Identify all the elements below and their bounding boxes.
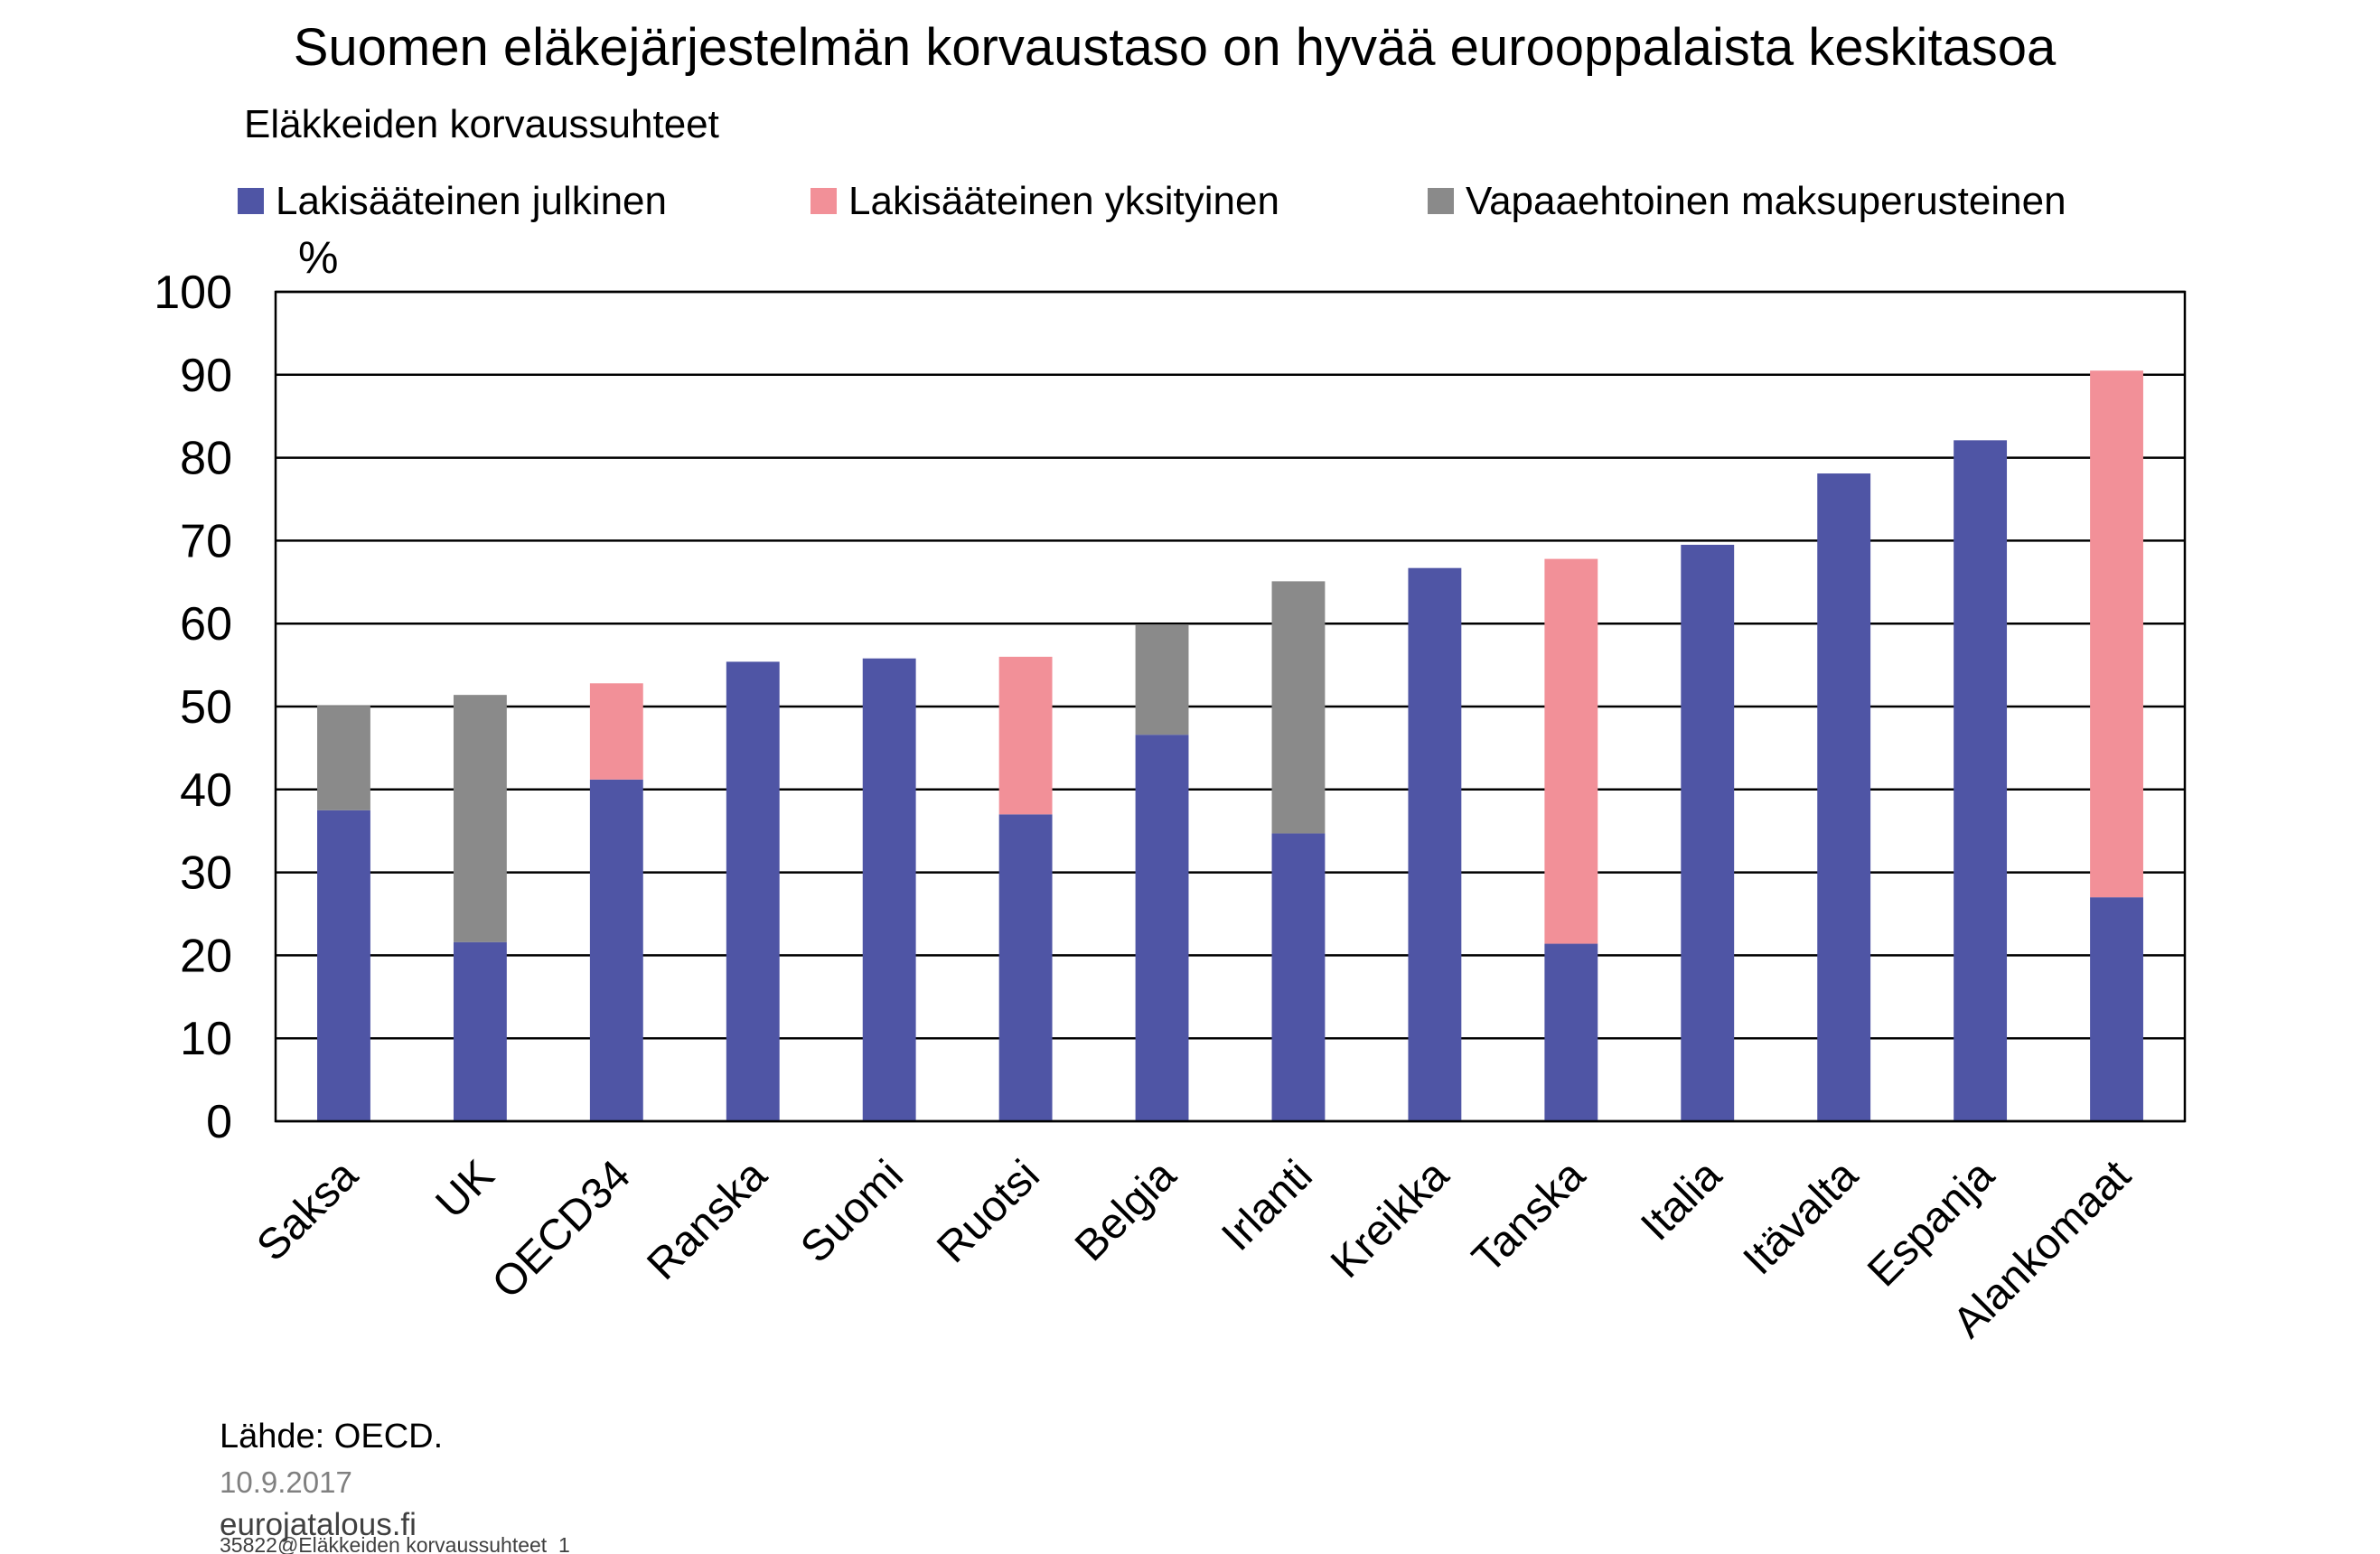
bar-segment: [862, 658, 916, 1121]
y-axis-ticks: 0 10 20 30 40 50 60 70 80 90 100: [154, 267, 232, 1148]
x-tick-label: OECD34: [483, 1151, 640, 1307]
x-tick-label: Kreikka: [1322, 1151, 1458, 1287]
y-tick-label: 70: [180, 515, 232, 567]
source-note: Lähde: OECD.: [220, 1418, 443, 1456]
x-tick-label: Tanska: [1464, 1151, 1595, 1282]
legend-label: Lakisääteinen julkinen: [276, 179, 667, 223]
bar-segment: [1681, 544, 1735, 1121]
legend-swatch: [811, 188, 837, 214]
bar-segment: [453, 695, 507, 942]
bar-segment: [2090, 897, 2143, 1121]
legend-label: Vapaaehtoinen maksuperusteinen: [1466, 179, 2066, 223]
bar-segment: [1408, 567, 1462, 1121]
y-tick-label: 60: [180, 598, 232, 651]
x-tick-label: Suomi: [792, 1151, 913, 1272]
x-tick-label: Italia: [1632, 1151, 1730, 1250]
chart-title: Suomen eläkejärjestelmän korvaustaso on …: [294, 18, 2057, 77]
bar-segment: [1544, 943, 1598, 1121]
bar-segment: [1817, 473, 1871, 1121]
bar-segment: [317, 706, 370, 810]
bar-segment: [1954, 440, 2008, 1121]
chart-code: 35822@Eläkkeiden korvaussuhteet_1: [220, 1533, 570, 1554]
bar-segment: [726, 661, 780, 1121]
legend: Lakisääteinen julkinen Lakisääteinen yksi…: [238, 179, 2066, 223]
legend-swatch: [1428, 188, 1454, 214]
plot-frame: [274, 290, 2187, 1123]
bar-segment: [2090, 370, 2143, 898]
bar-segment: [453, 941, 507, 1121]
bar-segment: [998, 814, 1053, 1121]
x-tick-label: Saksa: [248, 1151, 367, 1270]
y-tick-label: 40: [180, 764, 232, 817]
legend-label: Lakisääteinen yksityinen: [848, 179, 1279, 223]
y-axis-unit: %: [298, 232, 338, 283]
bar-segment: [317, 810, 370, 1121]
y-tick-label: 10: [180, 1013, 232, 1065]
date-label: 10.9.2017: [220, 1465, 352, 1499]
bar-segment: [1271, 833, 1326, 1121]
y-tick-label: 90: [180, 350, 232, 402]
bar-segment: [1135, 735, 1189, 1121]
y-tick-label: 30: [180, 847, 232, 900]
y-tick-label: 100: [154, 267, 232, 319]
x-tick-label: Ruotsi: [928, 1151, 1049, 1272]
x-tick-label: UK: [427, 1151, 504, 1228]
x-tick-label: Belgia: [1066, 1151, 1185, 1270]
y-tick-label: 20: [180, 930, 232, 982]
bars: [317, 370, 2143, 1121]
chart-subtitle: Eläkkeiden korvaussuhteet: [244, 102, 719, 146]
bar-segment: [589, 779, 643, 1121]
grid: [276, 290, 2185, 1123]
bar-segment: [998, 656, 1053, 815]
x-tick-label: Itävalta: [1735, 1151, 1868, 1284]
y-tick-label: 80: [180, 433, 232, 485]
x-tick-label: Ranska: [638, 1151, 776, 1289]
x-tick-label: Irlanti: [1213, 1151, 1321, 1259]
site-label: eurojatalous.fi: [220, 1507, 417, 1542]
legend-swatch: [238, 188, 264, 214]
bar-segment: [1135, 624, 1189, 735]
bar-segment: [1544, 558, 1598, 944]
bar-segment: [589, 683, 643, 780]
bar-segment: [1271, 581, 1326, 834]
y-tick-label: 50: [180, 681, 232, 734]
y-tick-label: 0: [206, 1096, 232, 1148]
